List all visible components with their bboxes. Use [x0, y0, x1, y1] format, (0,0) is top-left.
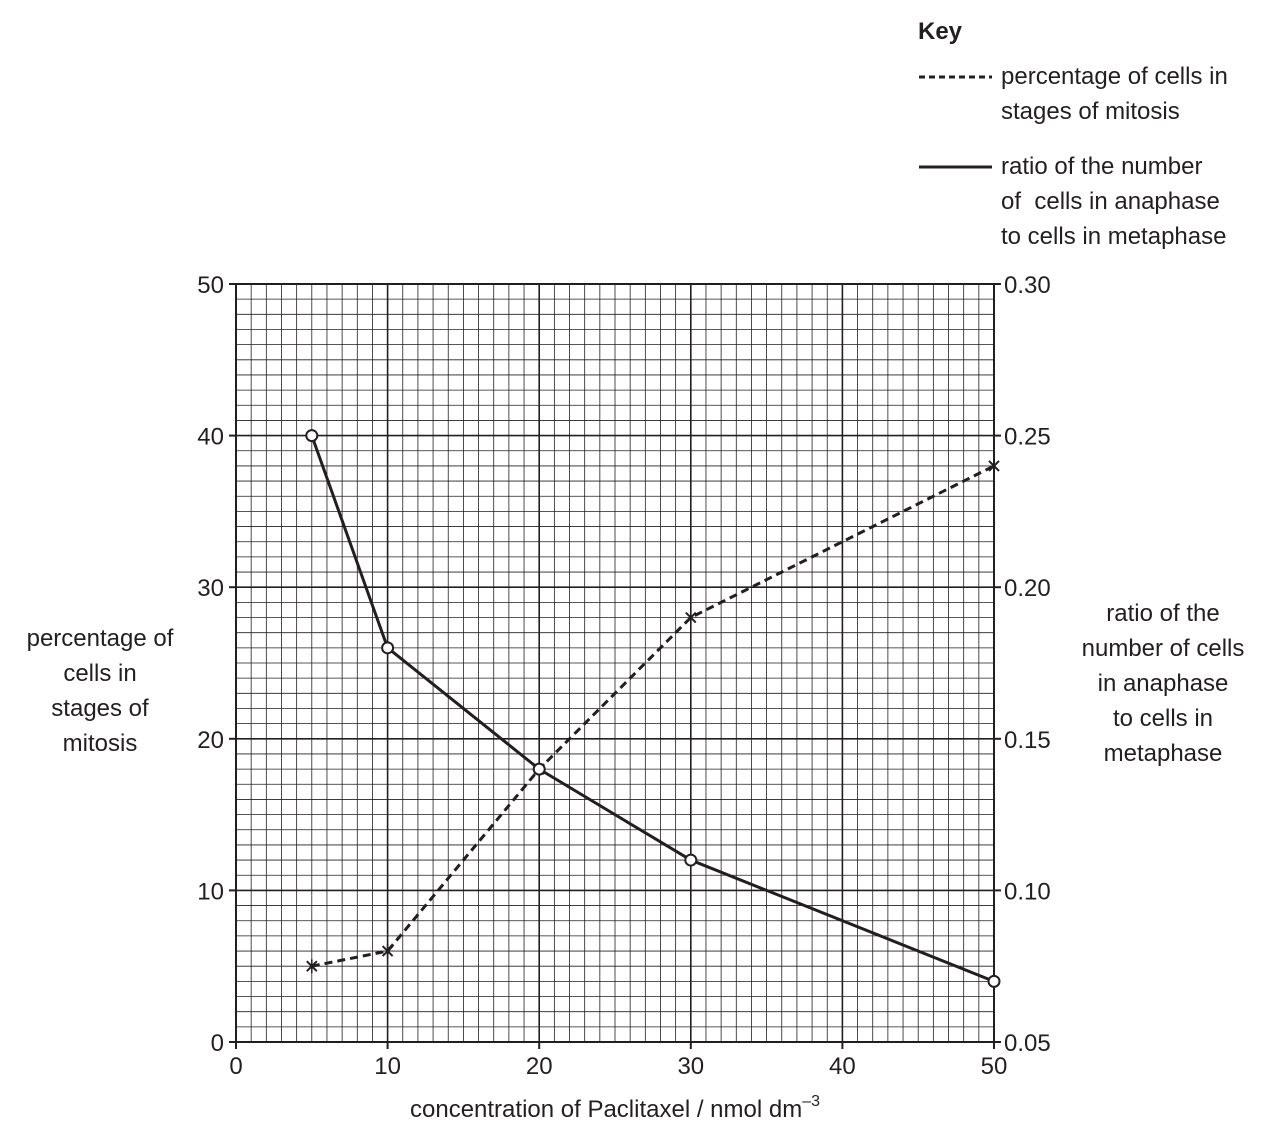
markers — [305, 429, 1001, 988]
grid-minor — [236, 284, 994, 1042]
x-tick-label: 30 — [677, 1053, 704, 1080]
y-axis-right-label: ratio of the number of cells in anaphase to… — [1082, 600, 1245, 767]
y-right-tick-label: 0.20 — [1004, 575, 1051, 602]
y-left-tick-label: 0 — [211, 1030, 224, 1057]
y-right-tick-label: 0.25 — [1004, 424, 1051, 451]
legend-entry-text: stages of mitosis — [1001, 98, 1180, 125]
y-right-tick-label: 0.30 — [1004, 272, 1051, 299]
data-point-cross — [988, 458, 1000, 473]
x-axis-label-superscript: –3 — [802, 1093, 820, 1110]
legend-entry-text: of cells in anaphase — [1001, 188, 1220, 215]
legend: Key percentage of cells in stages of mito… — [918, 18, 1228, 250]
tick-labels: 0 10 20 30 40 50010203040500.050.100.150.200.… — [197, 272, 1050, 1080]
y-left-tick-label: 10 — [197, 878, 224, 905]
x-tick-label: 50 — [981, 1053, 1008, 1080]
y-right-label-line: in anaphase — [1098, 670, 1229, 697]
data-point-circle — [532, 762, 546, 776]
y-right-label-line: number of cells — [1082, 635, 1245, 662]
y-left-label-line: mitosis — [63, 730, 138, 757]
y-left-label-line: percentage of — [27, 625, 174, 652]
ticks — [229, 283, 1001, 1049]
data-point-circle — [987, 974, 1001, 988]
legend-entry-text: percentage of cells in — [1001, 63, 1228, 90]
data-point-circle — [381, 641, 395, 655]
data-point-cross — [306, 959, 318, 974]
y-left-tick-label: 50 — [197, 272, 224, 299]
plot-frame — [235, 283, 995, 1043]
y-left-label-line: stages of — [51, 695, 149, 722]
y-right-tick-label: 0.05 — [1004, 1030, 1051, 1057]
y-right-tick-label: 0.15 — [1004, 727, 1051, 754]
data-point-circle — [684, 853, 698, 867]
grid-major — [236, 284, 994, 1042]
x-tick-label: 40 — [829, 1053, 856, 1080]
x-tick-label: 10 — [374, 1053, 401, 1080]
y-left-label-line: cells in — [63, 660, 136, 687]
y-left-tick-label: 40 — [197, 424, 224, 451]
y-right-label-line: metaphase — [1104, 740, 1223, 767]
legend-entries: percentage of cells in stages of mitosis r… — [1001, 63, 1228, 250]
y-right-label-line: to cells in — [1113, 705, 1213, 732]
legend-entry-text: ratio of the number — [1001, 153, 1202, 180]
data-point-cross — [685, 610, 697, 625]
data-point-cross — [381, 944, 394, 959]
data-point-circle — [305, 429, 319, 443]
x-tick-label: 0 — [229, 1053, 242, 1080]
legend-entry-text: to cells in metaphase — [1001, 223, 1226, 250]
y-left-tick-label: 20 — [197, 727, 224, 754]
legend-title: Key — [918, 18, 963, 45]
y-axis-left-label: percentage of cells in stages of mitosis — [27, 625, 174, 757]
x-axis-label: concentration of Paclitaxel / nmol dm–3 — [410, 1093, 820, 1123]
x-tick-label: 20 — [526, 1053, 553, 1080]
y-left-tick-label: 30 — [197, 575, 224, 602]
y-right-label-line: ratio of the — [1106, 600, 1219, 627]
y-right-tick-label: 0.10 — [1004, 878, 1051, 905]
